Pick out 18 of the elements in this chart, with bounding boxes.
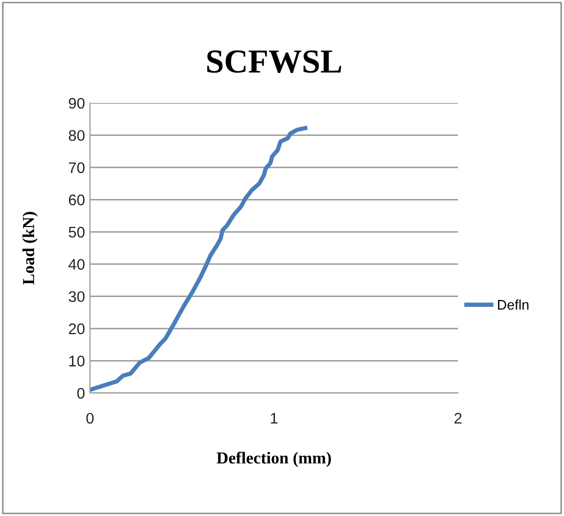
x-tick-label: 2 — [454, 412, 462, 424]
chart-title: SCFWSL — [207, 50, 342, 73]
y-tick-label: 40 — [68, 258, 85, 270]
y-tick-label: 80 — [68, 130, 85, 141]
x-axis-title: Deflection (mm) — [216, 452, 331, 467]
y-tick-label: 30 — [68, 291, 85, 302]
x-tick-label: 1 — [270, 413, 278, 424]
y-axis-title: Load (kN) — [22, 212, 38, 285]
y-tick-label: 90 — [68, 98, 85, 109]
y-tick-label: 60 — [68, 194, 85, 206]
y-tick-label: 0 — [77, 388, 85, 399]
y-tick-label: 10 — [69, 356, 85, 366]
y-tick-label: 50 — [68, 226, 85, 238]
y-tick-label: 20 — [68, 323, 85, 334]
line-series — [90, 126, 308, 392]
legend-label: Defln — [498, 300, 528, 310]
y-tick-label: 70 — [68, 162, 85, 174]
x-tick-label: 0 — [86, 412, 94, 424]
